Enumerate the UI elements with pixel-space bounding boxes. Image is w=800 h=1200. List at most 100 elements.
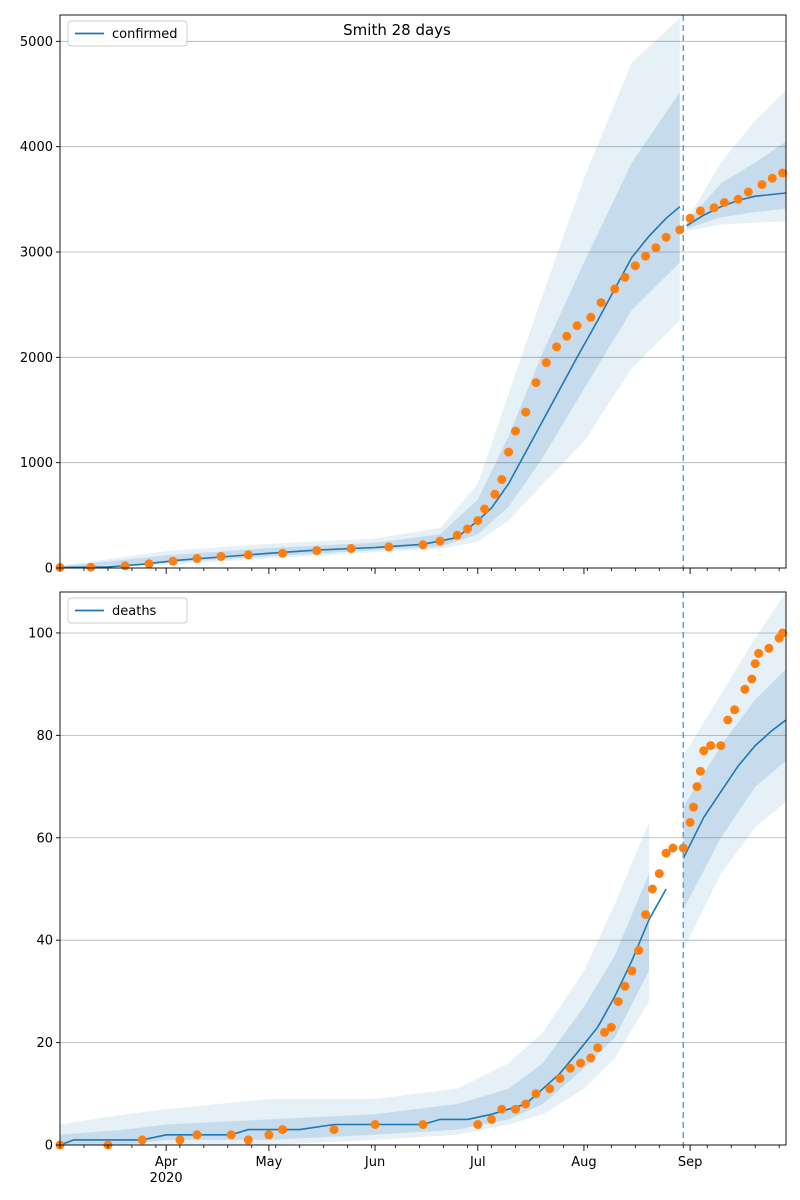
data-point <box>565 1063 575 1073</box>
data-point <box>757 180 767 190</box>
data-point <box>521 407 531 417</box>
data-point <box>627 966 637 976</box>
data-point <box>192 554 202 563</box>
data-point <box>634 945 644 955</box>
series-line-confirmed <box>686 192 787 227</box>
data-point <box>754 648 764 658</box>
data-point <box>699 746 709 756</box>
data-point <box>531 1089 541 1099</box>
uncertainty-band-inner <box>683 668 786 910</box>
y-tick-label: 5000 <box>20 35 53 50</box>
data-point <box>596 298 606 308</box>
data-point <box>695 206 705 216</box>
data-point <box>620 981 630 991</box>
data-point <box>243 1135 253 1145</box>
data-point <box>555 1073 565 1083</box>
x-tick-label: Jul <box>469 1155 486 1170</box>
data-point <box>630 261 640 271</box>
data-point <box>384 542 394 552</box>
y-tick-label: 2000 <box>20 351 53 366</box>
data-point <box>243 550 253 560</box>
data-point <box>740 684 750 694</box>
data-point <box>531 378 541 388</box>
data-point <box>675 225 685 235</box>
data-point <box>719 198 729 207</box>
y-tick-label: 80 <box>36 729 53 744</box>
data-point <box>606 1022 616 1032</box>
data-point <box>473 1120 483 1129</box>
data-point <box>487 1114 496 1124</box>
data-point <box>764 643 774 653</box>
uncertainty-band-outer <box>60 822 649 1145</box>
data-point <box>497 475 507 484</box>
data-point <box>473 516 483 526</box>
data-point <box>278 1125 288 1135</box>
data-point <box>730 705 740 715</box>
legend-box <box>67 597 188 624</box>
uncertainty-band-inner <box>60 91 680 568</box>
data-point <box>521 1099 531 1109</box>
y-tick-label: 20 <box>36 1036 53 1051</box>
data-point <box>695 766 705 776</box>
data-point <box>733 194 743 204</box>
data-point <box>312 546 322 556</box>
data-point <box>497 1104 507 1114</box>
plot-frame <box>59 591 787 1146</box>
data-point <box>144 559 154 569</box>
data-point <box>723 715 733 725</box>
data-point <box>463 524 472 534</box>
data-point <box>654 869 664 879</box>
data-point <box>747 674 757 684</box>
x-tick-label: Jun <box>364 1155 385 1170</box>
y-tick-label: 0 <box>45 1139 53 1154</box>
data-point <box>767 173 777 183</box>
data-point <box>661 232 671 242</box>
data-point <box>329 1125 339 1135</box>
data-point <box>641 251 651 261</box>
data-point <box>511 1104 520 1114</box>
data-point <box>685 817 695 827</box>
data-point <box>418 540 428 550</box>
data-point <box>586 312 596 322</box>
data-point <box>743 187 753 197</box>
series-line-deaths <box>682 719 787 859</box>
data-point <box>480 504 490 514</box>
legend-label: deaths <box>112 604 157 619</box>
y-tick-label: 40 <box>36 934 53 949</box>
confirmed-panel: 0 1000 2000 3000 4000 5000 Smith 28 days confir… <box>20 14 788 577</box>
y-tick-label: 1000 <box>20 456 53 471</box>
data-point <box>641 910 651 920</box>
y-tick-label: 100 <box>28 626 53 641</box>
data-point <box>610 284 620 294</box>
data-point <box>545 1084 555 1094</box>
series-line-confirmed <box>59 206 681 569</box>
data-point <box>709 203 719 213</box>
data-point <box>175 1135 185 1145</box>
data-point <box>264 1130 274 1140</box>
y-tick-label: 60 <box>36 831 53 846</box>
data-point <box>685 213 695 223</box>
data-point <box>86 562 96 572</box>
data-point <box>692 782 702 792</box>
data-point <box>278 548 288 558</box>
data-point <box>168 556 178 566</box>
legend-label: confirmed <box>112 27 178 42</box>
data-point <box>541 358 551 368</box>
data-point <box>572 321 582 331</box>
data-point <box>778 628 788 638</box>
x-tick-label: Sep <box>678 1155 703 1170</box>
data-point <box>586 1053 596 1063</box>
data-point <box>504 447 514 457</box>
x-tick-label: 2020 <box>150 1171 183 1186</box>
data-point <box>511 426 520 436</box>
data-point <box>370 1120 380 1129</box>
data-point <box>226 1130 236 1140</box>
x-tick-label: Aug <box>571 1155 596 1170</box>
data-point <box>120 561 130 571</box>
legend-box <box>67 20 188 47</box>
data-point <box>778 168 788 178</box>
data-point <box>668 843 678 853</box>
chart-title: Smith 28 days <box>343 21 451 39</box>
